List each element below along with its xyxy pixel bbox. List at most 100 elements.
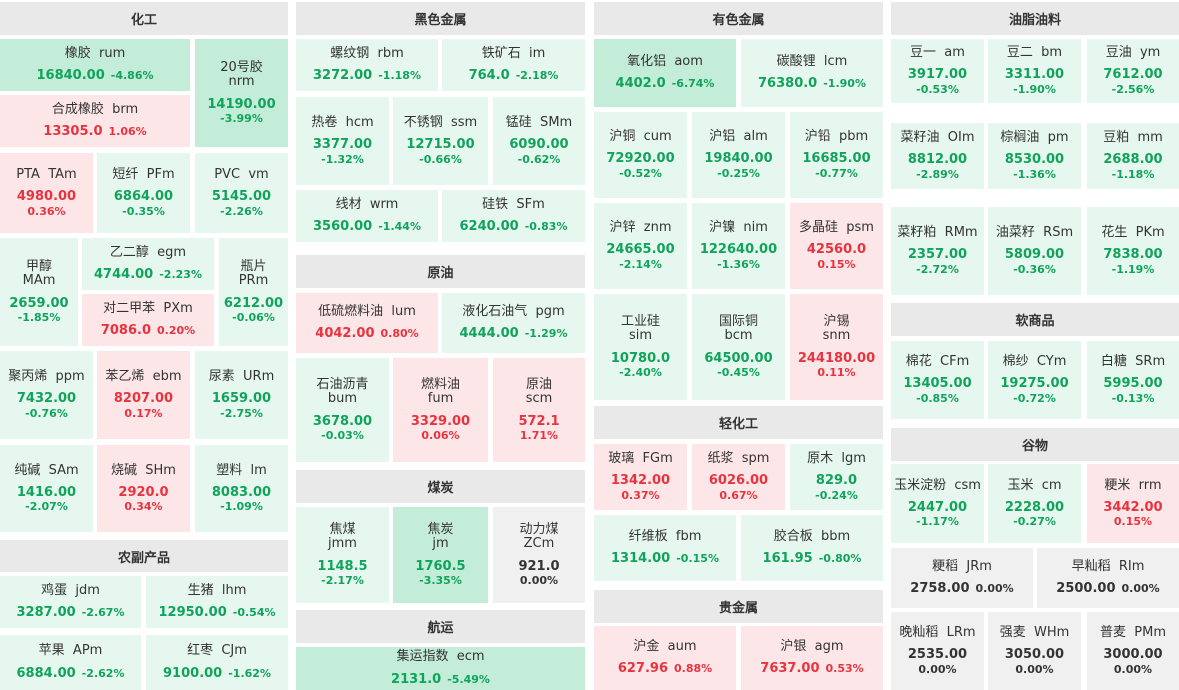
tile-ecm[interactable]: 集运指数 ecm 2131.0 -5.49%: [296, 647, 585, 690]
tile-cm[interactable]: 玉米 cm 2228.00 -0.27%: [988, 464, 1081, 543]
contract-name: 塑料 lm: [216, 462, 267, 478]
tile-ssm[interactable]: 不锈钢 ssm 12715.00 -0.66%: [393, 97, 488, 185]
tile-pfm[interactable]: 短纤 PFm 6864.00 -0.35%: [97, 153, 190, 233]
tile-smm[interactable]: 锰硅 SMm 6090.00 -0.62%: [493, 97, 585, 185]
tile-fum[interactable]: 燃料油 fum 3329.00 0.06%: [393, 358, 488, 462]
price: 2535.00: [907, 647, 968, 663]
tile-pbm[interactable]: 沪铅 pbm 16685.00 -0.77%: [790, 112, 883, 198]
tile-jmm[interactable]: 焦煤 jmm 1148.5 -2.17%: [296, 507, 389, 603]
tile-whm[interactable]: 强麦 WHm 3050.00 0.00%: [988, 612, 1081, 690]
tile-pxm[interactable]: 对二甲苯 PXm 7086.0 0.20%: [82, 294, 214, 346]
tile-rim[interactable]: 早籼稻 RIm 2500.00 0.00%: [1037, 548, 1179, 608]
tile-lhm[interactable]: 生猪 lhm 12950.00 -0.54%: [146, 576, 288, 628]
change-pct: -1.32%: [321, 152, 364, 166]
tile-im[interactable]: 铁矿石 im 764.0 -2.18%: [442, 39, 585, 91]
price: 161.95: [762, 551, 813, 566]
tile-jrm[interactable]: 粳稻 JRm 2758.00 0.00%: [891, 548, 1033, 608]
tile-hcm[interactable]: 热卷 hcm 3377.00 -1.32%: [296, 97, 389, 185]
tile-zcm[interactable]: 动力煤 ZCm 921.0 0.00%: [493, 507, 585, 603]
price: 8530.00: [1004, 152, 1065, 168]
tile-scm[interactable]: 原油 scm 572.1 1.71%: [493, 358, 585, 462]
tile-sam[interactable]: 纯碱 SAm 1416.00 -2.07%: [0, 445, 93, 532]
tile-brm[interactable]: 合成橡胶 brm 13305.0 1.06%: [0, 95, 190, 147]
price: 19840.00: [704, 151, 773, 167]
tile-rum[interactable]: 橡胶 rum 16840.00 -4.86%: [0, 39, 190, 91]
tile-tam[interactable]: PTA TAm 4980.00 0.36%: [0, 153, 93, 233]
price: 6884.00: [16, 665, 76, 681]
tile-lgm[interactable]: 原木 lgm 829.0 -0.24%: [790, 444, 883, 510]
tile-ppm[interactable]: 聚丙烯 ppm 7432.00 -0.76%: [0, 351, 93, 439]
section-header: 有色金属: [594, 2, 883, 35]
tile-aom[interactable]: 氧化铝 aom 4402.0 -6.74%: [594, 39, 736, 107]
change-pct: -0.53%: [916, 82, 959, 96]
tile-bm[interactable]: 豆二 bm 3311.00 -1.90%: [988, 39, 1081, 103]
tile-pkm[interactable]: 花生 PKm 7838.00 -1.19%: [1087, 207, 1179, 295]
price: 10780.0: [610, 350, 671, 366]
tile-spm[interactable]: 纸浆 spm 6026.00 0.67%: [692, 444, 785, 510]
tile-mam[interactable]: 甲醇 MAm 2659.00 -1.85%: [0, 238, 78, 346]
price: 19275.00: [1000, 376, 1069, 392]
tile-oim[interactable]: 菜籽油 OIm 8812.00 -2.89%: [891, 123, 984, 189]
tile-cum[interactable]: 沪铜 cum 72920.00 -0.52%: [594, 112, 687, 198]
contract-name: 纤维板 fbm: [628, 528, 702, 544]
tile-bcm[interactable]: 国际铜 bcm 64500.00 -0.45%: [692, 294, 785, 400]
change-pct: -0.24%: [815, 488, 858, 502]
tile-shm[interactable]: 烧碱 SHm 2920.0 0.34%: [97, 445, 190, 532]
tile-snm[interactable]: 沪锡 snm 244180.00 0.11%: [790, 294, 883, 400]
tile-jdm[interactable]: 鸡蛋 jdm 3287.00 -2.67%: [0, 576, 141, 628]
tile-jm[interactable]: 焦炭 jm 1760.5 -3.35%: [393, 507, 488, 603]
contract-name: 白糖 SRm: [1100, 354, 1166, 370]
tile-cfm[interactable]: 棉花 CFm 13405.00 -0.85%: [891, 341, 984, 419]
tile-sfm[interactable]: 硅铁 SFm 6240.00 -0.83%: [442, 190, 585, 242]
price: 122640.00: [699, 242, 778, 258]
tile-rbm[interactable]: 螺纹钢 rbm 3272.00 -1.18%: [296, 39, 438, 91]
tile-pgm[interactable]: 液化石油气 pgm 4444.00 -1.29%: [442, 293, 585, 353]
tile-pm[interactable]: 棕榈油 pm 8530.00 -1.36%: [988, 123, 1081, 189]
change-pct: 0.15%: [817, 257, 856, 271]
tile-psm[interactable]: 多晶硅 psm 42560.0 0.15%: [790, 203, 883, 289]
tile-rrm[interactable]: 粳米 rrm 3442.00 0.15%: [1087, 464, 1179, 543]
change-pct: -4.86%: [110, 69, 154, 82]
tile-bum[interactable]: 石油沥青 bum 3678.00 -0.03%: [296, 358, 389, 462]
change-pct: -2.07%: [25, 500, 68, 514]
tile-apm[interactable]: 苹果 APm 6884.00 -2.62%: [0, 635, 141, 690]
tile-nrm[interactable]: 20号胶 nrm 14190.00 -3.99%: [195, 39, 288, 147]
tile-urm[interactable]: 尿素 URm 1659.00 -2.75%: [195, 351, 288, 439]
tile-rsm[interactable]: 油菜籽 RSm 5809.00 -0.36%: [988, 207, 1081, 295]
tile-prm[interactable]: 瓶片 PRm 6212.00 -0.06%: [219, 238, 288, 346]
tile-vm[interactable]: PVC vm 5145.00 -2.26%: [195, 153, 288, 233]
tile-alm[interactable]: 沪铝 alm 19840.00 -0.25%: [692, 112, 785, 198]
tile-srm[interactable]: 白糖 SRm 5995.00 -0.13%: [1087, 341, 1179, 419]
change-pct: -0.66%: [419, 152, 462, 166]
tile-egm[interactable]: 乙二醇 egm 4744.00 -2.23%: [82, 238, 214, 290]
tile-lum[interactable]: 低硫燃料油 lum 4042.00 0.80%: [296, 293, 438, 353]
change-pct: -1.36%: [717, 257, 760, 271]
tile-rmm[interactable]: 菜籽粕 RMm 2357.00 -2.72%: [891, 207, 984, 295]
tile-pmm[interactable]: 普麦 PMm 3000.00 0.00%: [1087, 612, 1179, 690]
tile-cjm[interactable]: 红枣 CJm 9100.00 -1.62%: [146, 635, 288, 690]
tile-am[interactable]: 豆一 am 3917.00 -0.53%: [891, 39, 984, 103]
tile-lcm[interactable]: 碳酸锂 lcm 76380.0 -1.90%: [741, 39, 883, 107]
price: 13305.0: [43, 124, 103, 139]
tile-mm[interactable]: 豆粕 mm 2688.00 -1.18%: [1087, 123, 1179, 189]
tile-nim[interactable]: 沪镍 nim 122640.00 -1.36%: [692, 203, 785, 289]
tile-aum[interactable]: 沪金 aum 627.96 0.88%: [594, 626, 736, 690]
tile-znm[interactable]: 沪锌 znm 24665.00 -2.14%: [594, 203, 687, 289]
tile-fbm[interactable]: 纤维板 fbm 1314.00 -0.15%: [594, 515, 736, 581]
tile-sim[interactable]: 工业硅 sim 10780.0 -2.40%: [594, 294, 687, 400]
price: 72920.00: [606, 151, 675, 167]
tile-bbm[interactable]: 胶合板 bbm 161.95 -0.80%: [741, 515, 883, 581]
section-header: 化工: [0, 2, 288, 35]
tile-lrm[interactable]: 晚籼稻 LRm 2535.00 0.00%: [891, 612, 984, 690]
tile-lm[interactable]: 塑料 lm 8083.00 -1.09%: [195, 445, 288, 532]
contract-name: 沪铝 alm: [709, 129, 768, 145]
tile-agm[interactable]: 沪银 agm 7637.00 0.53%: [741, 626, 883, 690]
tile-fgm[interactable]: 玻璃 FGm 1342.00 0.37%: [594, 444, 687, 510]
tile-cym[interactable]: 棉纱 CYm 19275.00 -0.72%: [988, 341, 1081, 419]
tile-wrm[interactable]: 线材 wrm 3560.00 -1.44%: [296, 190, 438, 242]
tile-ebm[interactable]: 苯乙烯 ebm 8207.00 0.17%: [97, 351, 190, 439]
change-pct: 0.67%: [719, 488, 758, 502]
tile-csm[interactable]: 玉米淀粉 csm 2447.00 -1.17%: [891, 464, 984, 543]
tile-ym[interactable]: 豆油 ym 7612.00 -2.56%: [1087, 39, 1179, 103]
contract-name: 甲醇 MAm: [22, 259, 56, 289]
